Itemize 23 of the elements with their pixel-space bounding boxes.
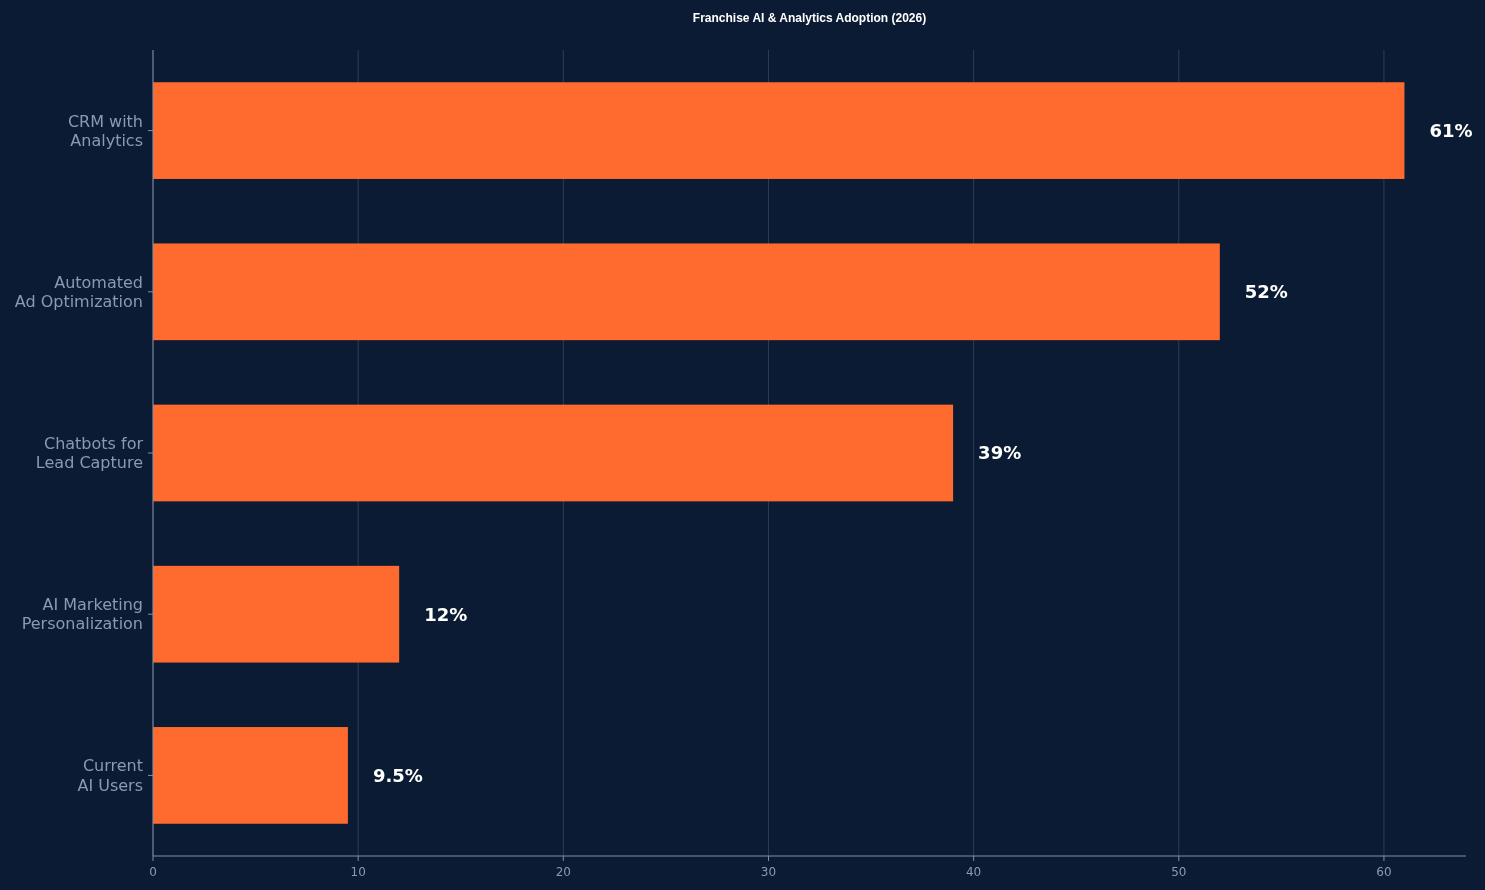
y-tick-label: Chatbots for Lead Capture (35, 434, 144, 473)
x-tick-label: 20 (555, 865, 571, 879)
x-tick-label: 50 (1171, 865, 1187, 879)
data-label: 9.5% (372, 764, 423, 786)
x-tick-label: 60 (1376, 865, 1392, 879)
y-tick-label: Current AI Users (77, 756, 143, 795)
bar (153, 565, 400, 663)
x-tick-label: 40 (965, 865, 982, 879)
y-tick-label: Automated Ad Optimization (14, 272, 143, 311)
x-tick-label: 10 (350, 865, 366, 879)
chart-title: Franchise AI & Analytics Adoption (2026) (692, 11, 927, 25)
y-tick-label: AI Marketing Personalization (21, 595, 143, 634)
data-label: 39% (978, 442, 1022, 464)
data-label: 61% (1429, 119, 1473, 141)
bar (153, 82, 1405, 179)
bar (153, 404, 954, 502)
bar (153, 243, 1220, 341)
data-label: 12% (424, 603, 468, 625)
y-tick-label: CRM with Analytics (67, 111, 143, 150)
x-tick-label: 30 (760, 865, 777, 879)
bar (153, 727, 348, 824)
data-label: 52% (1244, 281, 1288, 303)
x-tick-label: 0 (149, 865, 157, 879)
